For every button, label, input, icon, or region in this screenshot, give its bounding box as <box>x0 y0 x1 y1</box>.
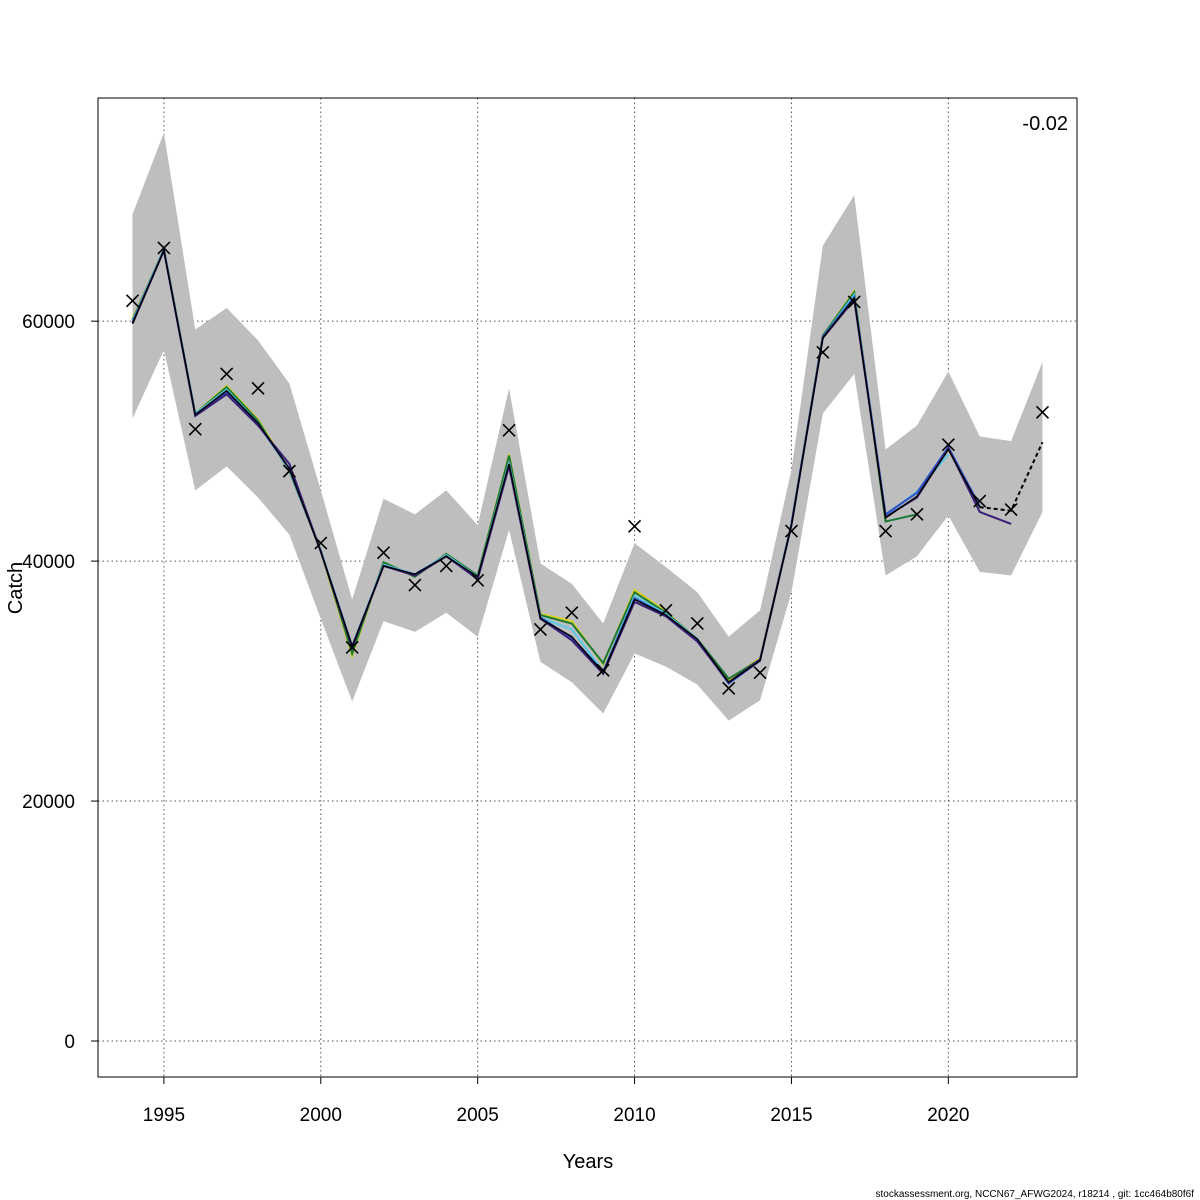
observed-point <box>408 578 422 592</box>
x-tick-label: 2010 <box>613 1105 655 1126</box>
annotation-label: -0.02 <box>1022 113 1068 135</box>
x-tick-label: 2020 <box>927 1105 969 1126</box>
observed-point <box>439 559 453 573</box>
confidence-band <box>132 132 1043 721</box>
observed-point <box>471 573 485 587</box>
observed-point <box>659 603 673 617</box>
observed-point <box>722 681 736 695</box>
y-tick-label: 40000 <box>22 552 75 573</box>
y-axis-title: Catch <box>5 562 27 614</box>
observed-point <box>157 241 171 255</box>
footer-text: stockassessment.org, NCCN67_AFWG2024, r1… <box>876 1189 1195 1200</box>
x-axis-title: Years <box>563 1151 613 1173</box>
observed-point <box>847 295 861 309</box>
x-axis: 1995 2000 2005 2010 2015 2020 <box>143 1077 969 1126</box>
observed-point <box>941 438 955 452</box>
observed-point <box>816 345 830 359</box>
grid <box>98 98 1077 1077</box>
observed-point <box>251 381 265 395</box>
observed-point <box>973 494 987 508</box>
plot-frame <box>97 97 1078 1078</box>
y-axis: 0 20000 40000 60000 <box>22 312 98 1053</box>
observed-point <box>502 423 516 437</box>
y-tick-label: 20000 <box>22 792 75 813</box>
observed-point <box>910 507 924 521</box>
series-lines <box>131 245 1044 685</box>
base-series-line <box>131 247 981 684</box>
observed-point <box>690 616 704 631</box>
x-tick-label: 1995 <box>143 1105 185 1126</box>
y-tick-label: 0 <box>64 1032 75 1053</box>
observed-point <box>345 640 359 655</box>
observed-point <box>188 422 202 436</box>
x-tick-label: 2005 <box>457 1105 499 1126</box>
observed-point <box>533 622 547 637</box>
observed-point <box>784 524 799 538</box>
observed-point <box>879 524 893 538</box>
observed-point <box>314 536 328 550</box>
observed-point <box>753 666 767 680</box>
observed-point <box>220 367 234 381</box>
observed-points <box>125 241 1050 695</box>
observed-point <box>125 294 140 308</box>
y-tick-label: 60000 <box>22 312 75 333</box>
observed-point <box>1035 405 1050 419</box>
x-tick-label: 2000 <box>300 1105 342 1126</box>
observed-point <box>596 663 610 677</box>
observed-point <box>376 546 391 560</box>
observed-point <box>1004 502 1018 517</box>
observed-point <box>628 519 642 533</box>
observed-point <box>282 464 296 478</box>
observed-point <box>565 606 579 620</box>
base-series-forecast-line <box>979 441 1044 512</box>
x-tick-label: 2015 <box>770 1105 812 1126</box>
